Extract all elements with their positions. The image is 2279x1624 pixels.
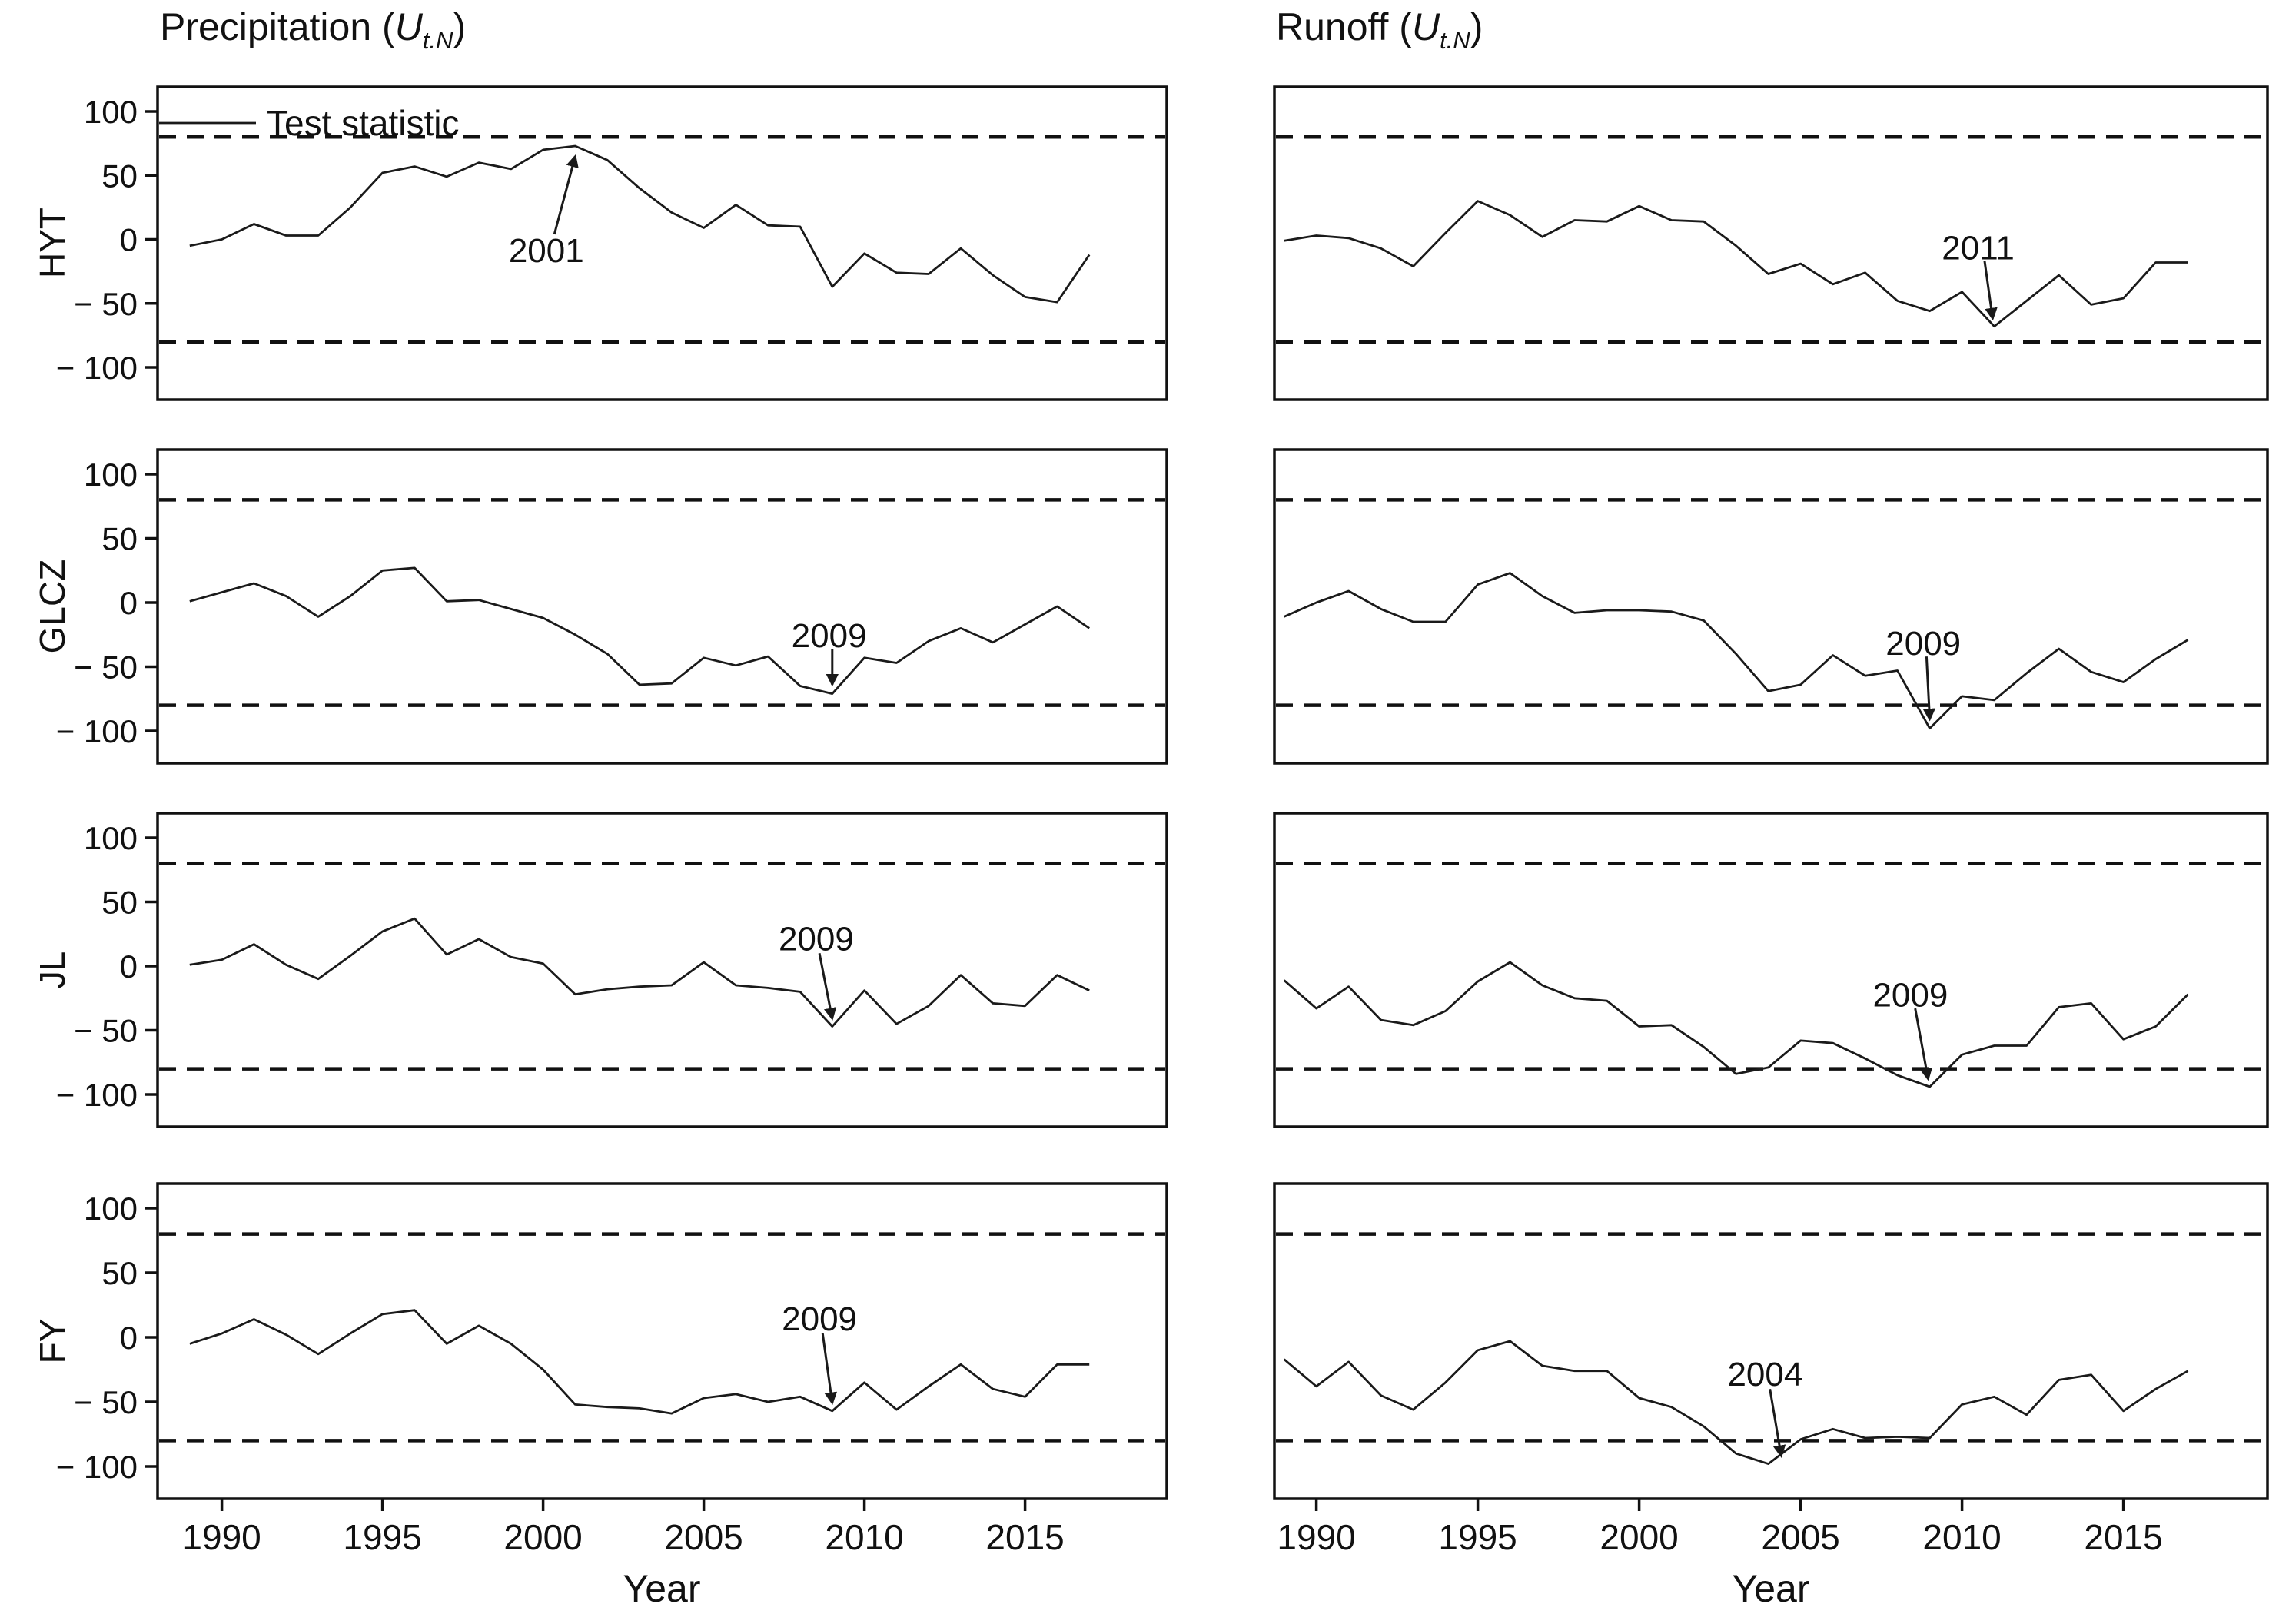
left-title-subscript: t.N xyxy=(422,27,453,54)
hyt-precipitation-panel: 100 50 0 − 50 − 100 Test statistic 2001 xyxy=(56,85,1168,401)
fy-runoff-xtick-label: 2000 xyxy=(1600,1517,1678,1557)
fy-precipitation-xtick-label: 2005 xyxy=(664,1517,743,1557)
hyt-runoff-annotation-arrow xyxy=(1983,261,1998,321)
jl-precipitation-annotation-arrow xyxy=(818,953,837,1021)
hyt-precipitation-ytick-label: 50 xyxy=(101,158,138,194)
glcz-runoff-panel: 2009 xyxy=(1273,448,2269,765)
x-axis-title-left: Year xyxy=(623,1567,701,1610)
glcz-precipitation-test-statistic-line xyxy=(189,566,1090,695)
glcz-runoff-annotation-arrow xyxy=(1922,656,1936,722)
fy-runoff-panel: 1990 1995 2000 2005 2010 2015 2004 xyxy=(1273,1182,2269,1557)
glcz-runoff-frame xyxy=(1273,448,2269,765)
glcz-precipitation-frame xyxy=(156,448,1168,765)
right-title-subscript: t.N xyxy=(1440,27,1470,54)
jl-precipitation-test-statistic-line xyxy=(189,917,1090,1028)
fy-precipitation-test-statistic-line xyxy=(189,1309,1090,1415)
hyt-precipitation-annotation-label: 2001 xyxy=(509,232,584,270)
fy-runoff-xtick-label: 1990 xyxy=(1277,1517,1355,1557)
right-title-prefix: Runoff ( xyxy=(1276,5,1412,48)
fy-runoff-xtick-label: 1995 xyxy=(1438,1517,1517,1557)
jl-precipitation-annotation-label: 2009 xyxy=(779,920,854,958)
fy-runoff-xtick-label: 2015 xyxy=(2084,1517,2162,1557)
glcz-precipitation-ytick-label: 0 xyxy=(120,585,138,621)
fy-precipitation-panel: 100 50 0 − 50 − 100 1990 1995 2000 2005 2010 2015 2… xyxy=(56,1182,1168,1557)
fy-precipitation-xtick-label: 1995 xyxy=(343,1517,421,1557)
left-title-symbol: U xyxy=(394,5,423,48)
left-column-title: Precipitation (Ut.N) xyxy=(160,5,467,53)
left-title-suffix: ) xyxy=(453,5,467,48)
fy-precipitation-xtick-label: 2010 xyxy=(825,1517,903,1557)
row-label-jl: JL xyxy=(32,951,72,989)
glcz-precipitation-ytick-label: 100 xyxy=(84,457,138,493)
fy-precipitation-ytick-label: 50 xyxy=(101,1255,138,1291)
jl-precipitation-ytick-label: − 100 xyxy=(56,1077,138,1113)
glcz-runoff-annotation-label: 2009 xyxy=(1885,625,1961,663)
fy-precipitation-frame xyxy=(156,1182,1168,1500)
glcz-precipitation-ytick-label: − 100 xyxy=(56,713,138,749)
fy-precipitation-xtick-label: 1990 xyxy=(182,1517,261,1557)
fy-precipitation-xtick-label: 2015 xyxy=(985,1517,1064,1557)
hyt-runoff-frame xyxy=(1273,85,2269,401)
jl-precipitation-ytick-label: 100 xyxy=(84,820,138,856)
jl-precipitation-frame xyxy=(156,812,1168,1128)
legend-label: Test statistic xyxy=(267,103,460,143)
jl-precipitation-panel: 100 50 0 − 50 − 100 2009 xyxy=(56,812,1168,1128)
fy-precipitation-ytick-label: − 100 xyxy=(56,1449,138,1485)
row-label-glcz: GLCZ xyxy=(32,559,72,654)
glcz-precipitation-ytick-label: − 50 xyxy=(74,649,138,686)
hyt-runoff-test-statistic-line xyxy=(1284,200,2188,328)
right-column-title: Runoff (Ut.N) xyxy=(1276,5,1483,53)
jl-runoff-test-statistic-line xyxy=(1283,961,2189,1088)
jl-precipitation-ytick-label: 50 xyxy=(101,885,138,921)
hyt-precipitation-frame xyxy=(156,85,1168,401)
hyt-precipitation-ytick-label: − 100 xyxy=(56,350,138,386)
fy-precipitation-ytick-label: 100 xyxy=(84,1191,138,1227)
hyt-precipitation-ytick-label: − 50 xyxy=(74,286,138,322)
jl-precipitation-ytick-label: 0 xyxy=(120,948,138,985)
jl-precipitation-ytick-label: − 50 xyxy=(74,1013,138,1049)
fy-runoff-xtick-label: 2005 xyxy=(1761,1517,1839,1557)
fy-runoff-xtick-label: 2010 xyxy=(1922,1517,2001,1557)
hyt-runoff-panel: 2011 xyxy=(1273,85,2269,401)
fy-precipitation-ytick-label: − 50 xyxy=(74,1384,138,1420)
hyt-precipitation-ytick-label: 100 xyxy=(84,94,138,130)
fy-runoff-frame xyxy=(1273,1182,2269,1500)
jl-runoff-annotation-label: 2009 xyxy=(1872,977,1948,1015)
right-title-symbol: U xyxy=(1411,5,1440,48)
glcz-runoff-test-statistic-line xyxy=(1284,572,2189,730)
jl-runoff-frame xyxy=(1273,812,2269,1128)
fy-precipitation-annotation-label: 2009 xyxy=(782,1300,857,1338)
row-label-fy: FY xyxy=(32,1318,72,1364)
jl-runoff-annotation-arrow xyxy=(1914,1008,1933,1081)
fy-runoff-test-statistic-line xyxy=(1283,1340,2189,1465)
glcz-precipitation-panel: 100 50 0 − 50 − 100 2009 xyxy=(56,448,1168,765)
hyt-runoff-annotation-label: 2011 xyxy=(1942,229,2015,267)
x-axis-title-right: Year xyxy=(1732,1567,1810,1610)
hyt-precipitation-ytick-label: 0 xyxy=(120,222,138,258)
fy-precipitation-ytick-label: 0 xyxy=(120,1320,138,1356)
glcz-precipitation-annotation-label: 2009 xyxy=(792,617,867,655)
fy-precipitation-annotation-arrow xyxy=(821,1333,838,1406)
hyt-precipitation-annotation-arrow xyxy=(553,154,579,235)
hyt-precipitation-test-statistic-line xyxy=(189,144,1091,304)
row-label-hyt: HYT xyxy=(32,208,72,278)
jl-runoff-panel: 2009 xyxy=(1273,812,2269,1128)
right-title-suffix: ) xyxy=(1470,5,1483,48)
fy-runoff-annotation-arrow xyxy=(1769,1388,1786,1459)
left-title-prefix: Precipitation ( xyxy=(160,5,395,48)
fy-runoff-annotation-label: 2004 xyxy=(1727,1356,1802,1393)
glcz-precipitation-ytick-label: 50 xyxy=(101,521,138,557)
fy-precipitation-xtick-label: 2000 xyxy=(503,1517,582,1557)
